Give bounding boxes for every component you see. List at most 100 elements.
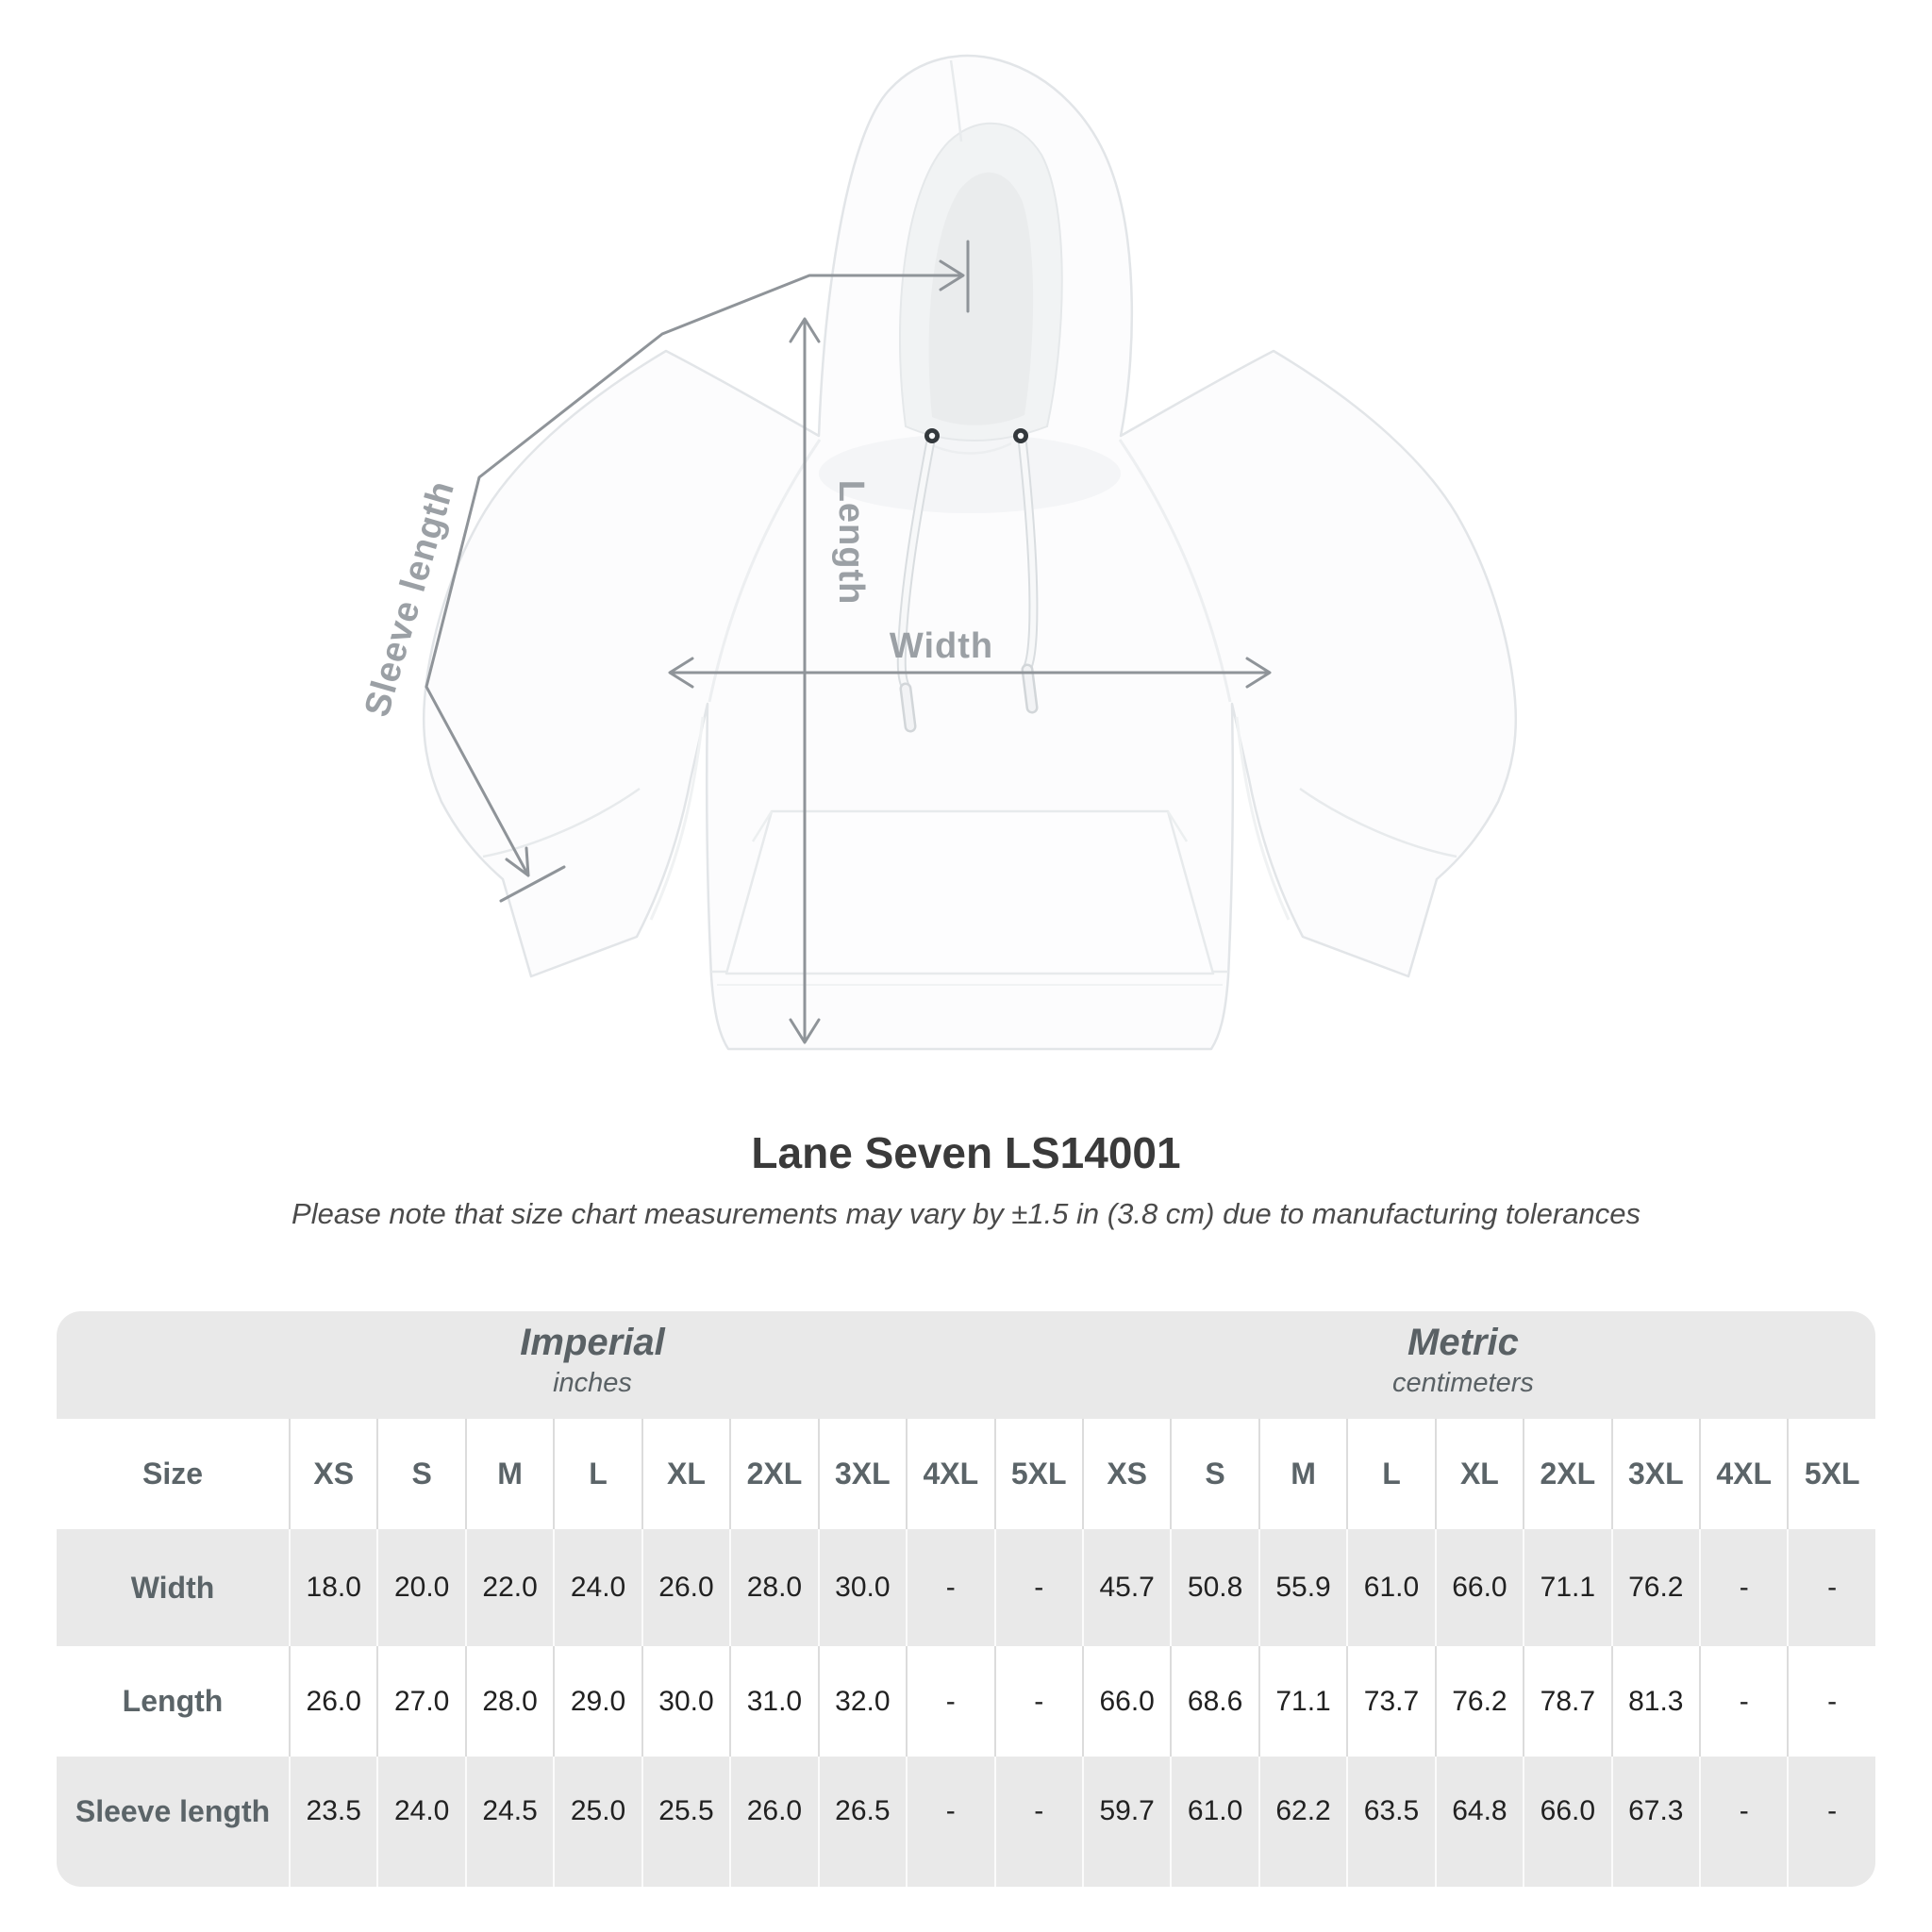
size-header-row: Size XS S M L XL 2XL 3XL 4XL 5XL XS S M L XL 2XL 3XL 4XL 5… (57, 1419, 1875, 1529)
value-cell-metric-2xl: 71.1 (1523, 1529, 1610, 1646)
length-arrow (789, 317, 821, 1044)
table-row-width: Width 18.0 20.0 22.0 24.0 26.0 28.0 30.0- -45.7 5… (57, 1529, 1875, 1646)
table-row-sleeve-length: Sleeve length 23.5 24.0 24.5 25.0 25.5 26.0 26.… (57, 1757, 1875, 1887)
metric-unit-group: Metric centimeters (1392, 1321, 1534, 1400)
size-header-imperial-xs: XS (289, 1419, 376, 1529)
row-label: Width (130, 1570, 215, 1605)
value-cell-metric-xs: 45.7 (1081, 1529, 1170, 1646)
value-cell-metric-l: 73.7 (1346, 1646, 1434, 1757)
imperial-unit-group: Imperial inches (520, 1321, 664, 1400)
size-chart-table: Imperial inches Metric centimeters Size X… (57, 1311, 1875, 1887)
size-grid: Size XS S M L XL 2XL 3XL 4XL 5XL XS S M L XL 2XL 3XL 4XL 5… (57, 1419, 1875, 1887)
size-header-metric-3xl: 3XL (1610, 1419, 1699, 1529)
value-cell-imperial-5xl: - (993, 1646, 1082, 1757)
value-cell-metric-4xl: - (1699, 1757, 1787, 1887)
value-cell-imperial-s: 20.0 (376, 1529, 464, 1646)
value-cell-imperial-4xl: - (906, 1757, 993, 1887)
drawstrings (896, 439, 1039, 733)
value-cell-metric-xs: 66.0 (1081, 1646, 1170, 1757)
value-cell-imperial-2xl: 26.0 (729, 1757, 817, 1887)
hoodie-illustration (422, 54, 1518, 1051)
value-cell-imperial-4xl: - (906, 1529, 993, 1646)
size-header-metric-2xl: 2XL (1523, 1419, 1610, 1529)
row-label: Sleeve length (75, 1793, 271, 1828)
value-cell-metric-5xl: - (1787, 1646, 1874, 1757)
value-cell-metric-xl: 64.8 (1434, 1757, 1523, 1887)
value-cell-imperial-s: 27.0 (376, 1646, 464, 1757)
value-cell-imperial-m: 22.0 (464, 1529, 553, 1646)
value-cell-metric-s: 68.6 (1170, 1646, 1257, 1757)
hoodie-measurement-diagram: Width Length Sleeve length (358, 54, 1518, 1051)
sleeve-length-arrow (425, 240, 970, 903)
size-header-imperial-xl: XL (641, 1419, 729, 1529)
unit-band: Imperial inches Metric centimeters (57, 1311, 1875, 1419)
value-cell-metric-3xl: 67.3 (1610, 1757, 1699, 1887)
value-cell-imperial-l: 29.0 (553, 1646, 641, 1757)
width-arrow (668, 657, 1272, 689)
value-cell-metric-xl: 66.0 (1434, 1529, 1523, 1646)
value-cell-metric-s: 61.0 (1170, 1757, 1257, 1887)
size-header-metric-m: M (1257, 1419, 1346, 1529)
width-measure-label: Width (890, 626, 993, 666)
table-row-length: Length 26.0 27.0 28.0 29.0 30.0 31.0 32.0- -66.0… (57, 1646, 1875, 1757)
size-header-imperial-m: M (464, 1419, 553, 1529)
value-cell-imperial-s: 24.0 (376, 1757, 464, 1887)
value-cell-imperial-xs: 23.5 (289, 1757, 376, 1887)
value-cell-metric-l: 61.0 (1346, 1529, 1434, 1646)
hood-inner-shadow (928, 172, 1034, 425)
size-header-imperial-3xl: 3XL (817, 1419, 906, 1529)
value-cell-imperial-3xl: 32.0 (817, 1646, 906, 1757)
value-cell-metric-m: 62.2 (1257, 1757, 1346, 1887)
imperial-unit-label: inches (553, 1368, 632, 1398)
row-label: Length (122, 1684, 224, 1718)
value-cell-metric-m: 71.1 (1257, 1646, 1346, 1757)
size-header-metric-4xl: 4XL (1699, 1419, 1787, 1529)
size-header-metric-xs: XS (1081, 1419, 1170, 1529)
grommets (924, 428, 1028, 443)
chest-shadow (819, 434, 1121, 513)
value-cell-imperial-3xl: 26.5 (817, 1757, 906, 1887)
size-header-imperial-l: L (553, 1419, 641, 1529)
value-cell-imperial-xl: 25.5 (641, 1757, 729, 1887)
value-cell-imperial-5xl: - (993, 1529, 1082, 1646)
value-cell-metric-m: 55.9 (1257, 1529, 1346, 1646)
value-cell-metric-2xl: 78.7 (1523, 1646, 1610, 1757)
size-header-metric-s: S (1170, 1419, 1257, 1529)
size-header-imperial-s: S (376, 1419, 464, 1529)
value-cell-imperial-m: 28.0 (464, 1646, 553, 1757)
value-cell-imperial-2xl: 28.0 (729, 1529, 817, 1646)
value-cell-imperial-xs: 26.0 (289, 1646, 376, 1757)
size-header-imperial-5xl: 5XL (993, 1419, 1082, 1529)
value-cell-imperial-3xl: 30.0 (817, 1529, 906, 1646)
imperial-label: Imperial (520, 1322, 665, 1363)
kangaroo-pocket (724, 809, 1215, 975)
value-cell-imperial-xl: 26.0 (641, 1529, 729, 1646)
metric-unit-label: centimeters (1391, 1368, 1534, 1398)
value-cell-imperial-xl: 30.0 (641, 1646, 729, 1757)
value-cell-metric-5xl: - (1787, 1757, 1874, 1887)
value-cell-imperial-l: 24.0 (553, 1529, 641, 1646)
value-cell-imperial-4xl: - (906, 1646, 993, 1757)
metric-label: Metric (1407, 1322, 1519, 1363)
value-cell-imperial-5xl: - (993, 1757, 1082, 1887)
value-cell-imperial-l: 25.0 (553, 1757, 641, 1887)
value-cell-metric-xl: 76.2 (1434, 1646, 1523, 1757)
size-header-imperial-2xl: 2XL (729, 1419, 817, 1529)
value-cell-metric-4xl: - (1699, 1646, 1787, 1757)
value-cell-imperial-2xl: 31.0 (729, 1646, 817, 1757)
size-header-imperial-4xl: 4XL (906, 1419, 993, 1529)
value-cell-metric-3xl: 81.3 (1610, 1646, 1699, 1757)
page-title: Lane Seven LS14001 (751, 1128, 1181, 1177)
size-column-header: Size (142, 1457, 204, 1491)
value-cell-metric-5xl: - (1787, 1529, 1874, 1646)
value-cell-metric-xs: 59.7 (1081, 1757, 1170, 1887)
size-header-metric-xl: XL (1434, 1419, 1523, 1529)
tolerance-note: Please note that size chart measurements… (291, 1197, 1641, 1230)
value-cell-metric-s: 50.8 (1170, 1529, 1257, 1646)
value-cell-metric-l: 63.5 (1346, 1757, 1434, 1887)
length-measure-label: Length (831, 480, 871, 606)
value-cell-imperial-m: 24.5 (464, 1757, 553, 1887)
size-header-metric-5xl: 5XL (1787, 1419, 1874, 1529)
value-cell-metric-3xl: 76.2 (1610, 1529, 1699, 1646)
